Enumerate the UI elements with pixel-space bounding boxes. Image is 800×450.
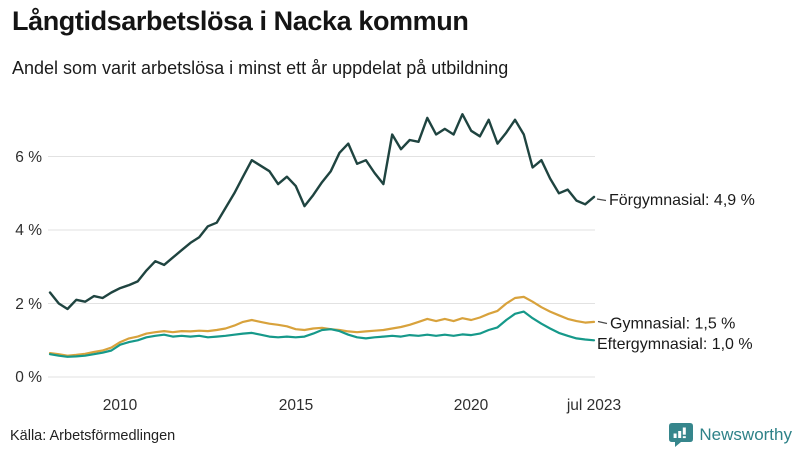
y-tick-label: 4 % bbox=[15, 222, 42, 239]
page-subtitle: Andel som varit arbetslösa i minst ett å… bbox=[12, 58, 509, 78]
connector-forgymnasial bbox=[596, 198, 607, 202]
series-labels: Förgymnasial: 4,9 % Gymnasial: 1,5 % Eft… bbox=[597, 192, 755, 353]
label-gymnasial: Gymnasial: 1,5 % bbox=[610, 316, 735, 333]
y-tick-label: 0 % bbox=[15, 369, 42, 386]
label-forgymnasial: Förgymnasial: 4,9 % bbox=[609, 192, 755, 209]
y-tick-label: 2 % bbox=[15, 296, 42, 313]
series-lines bbox=[48, 112, 596, 358]
label-connectors bbox=[596, 198, 608, 325]
brand-name: Newsworthy bbox=[699, 425, 792, 444]
line-gymnasial bbox=[48, 295, 596, 357]
x-tick-label: 2015 bbox=[279, 397, 313, 414]
y-axis-ticks: 6 % 4 % 2 % 0 % bbox=[15, 149, 42, 386]
y-tick-label: 6 % bbox=[15, 149, 42, 166]
x-tick-label: 2010 bbox=[103, 397, 138, 414]
x-tick-label: 2020 bbox=[454, 397, 489, 414]
page-title: Långtidsarbetslösa i Nacka kommun bbox=[12, 6, 469, 36]
source-note: Källa: Arbetsförmedlingen bbox=[10, 428, 176, 444]
label-eftergymnasial: Eftergymnasial: 1,0 % bbox=[597, 336, 753, 353]
newsworthy-icon bbox=[669, 423, 694, 447]
x-axis-ticks: 2010 2015 2020 jul 2023 bbox=[103, 397, 621, 414]
line-eftergymnasial bbox=[48, 310, 596, 358]
gridlines bbox=[48, 156, 595, 378]
x-tick-label: jul 2023 bbox=[566, 397, 621, 414]
brand-logo: Newsworthy bbox=[669, 423, 792, 447]
connector-gymnasial bbox=[597, 320, 608, 325]
line-forgymnasial bbox=[48, 112, 596, 311]
